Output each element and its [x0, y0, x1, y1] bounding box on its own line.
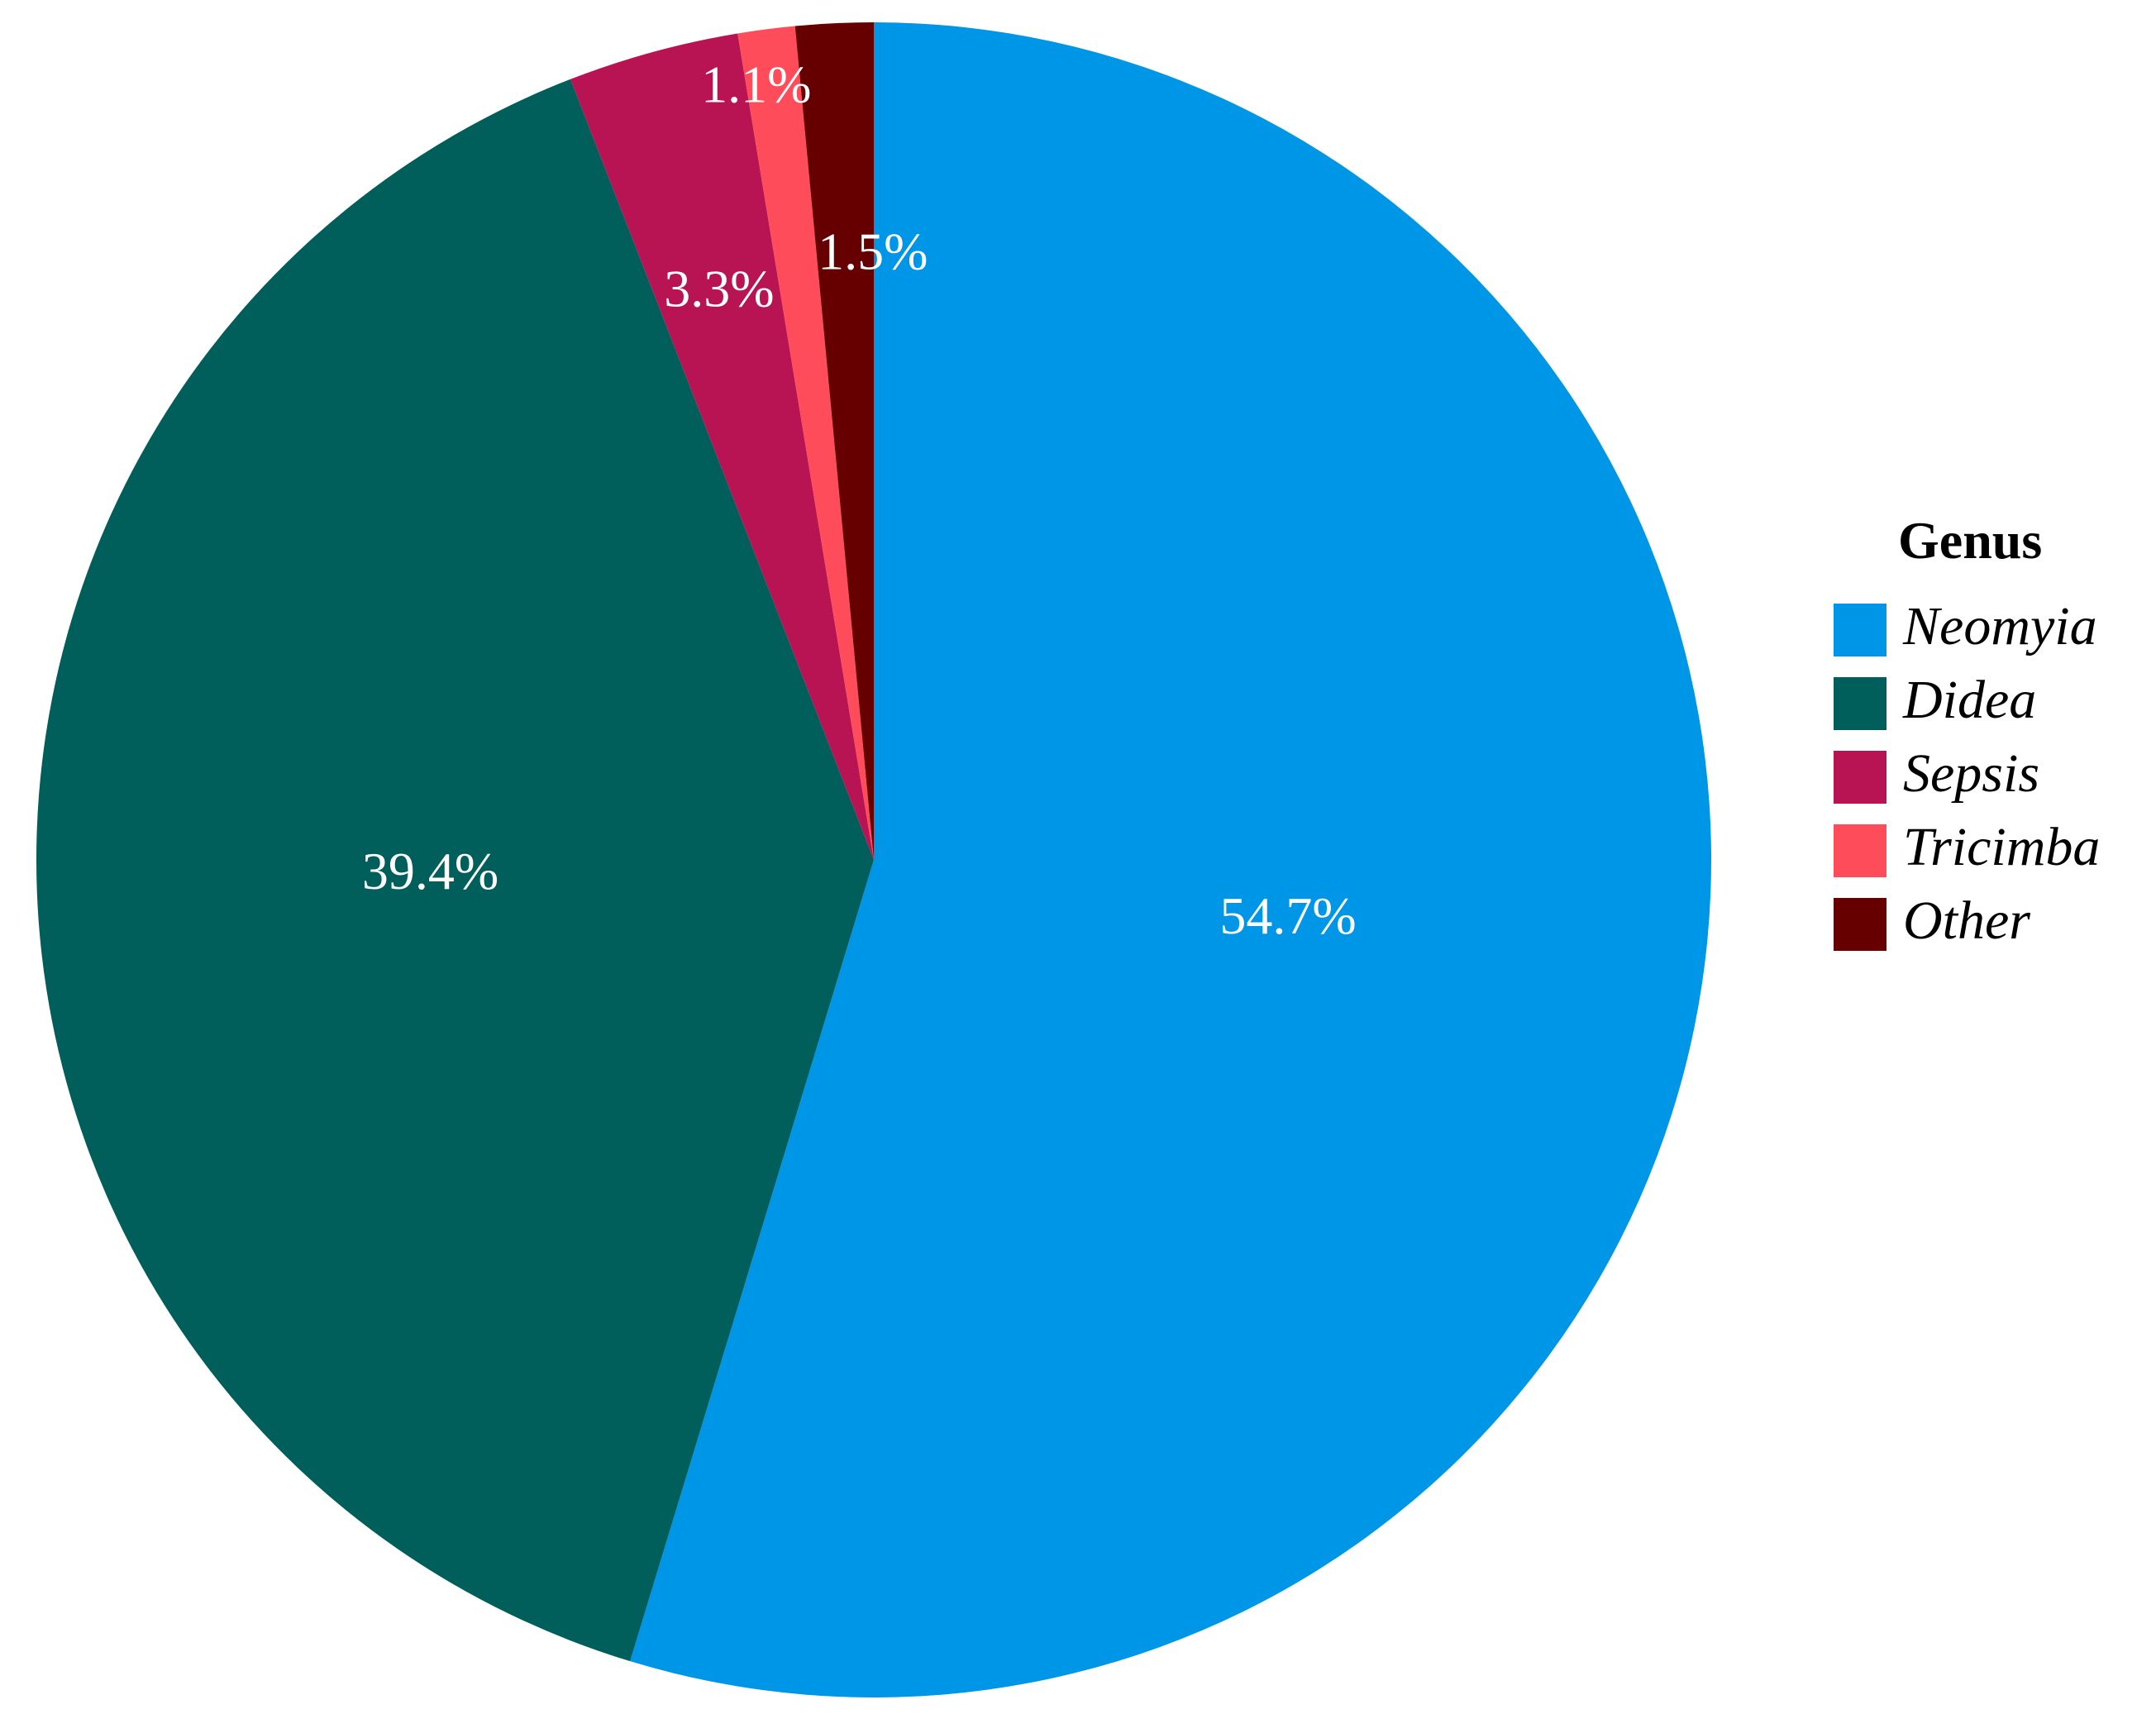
legend-swatch-neomyia	[1834, 604, 1886, 656]
legend-swatch-other	[1834, 898, 1886, 951]
legend-label-tricimba: Tricimba	[1903, 817, 2100, 877]
legend-swatch-sepsis	[1834, 751, 1886, 804]
legend: Genus Neomyia Didea Sepsis Tricimba Other	[1834, 511, 2100, 951]
pie-slices	[36, 22, 1711, 1697]
pie-slice-labels: 54.7% 39.4% 3.3% 1.1% 1.5%	[362, 55, 1357, 945]
legend-label-neomyia: Neomyia	[1902, 596, 2097, 656]
pie-slice-tricimba	[737, 26, 874, 861]
slice-label-tricimba: 1.1%	[701, 55, 811, 113]
pie-slice-sepsis	[570, 33, 874, 861]
slice-label-neomyia: 54.7%	[1219, 886, 1356, 945]
slice-label-didea: 39.4%	[362, 842, 498, 900]
pie-slice-other	[794, 22, 874, 860]
legend-swatch-didea	[1834, 677, 1886, 730]
pie-slice-neomyia	[630, 22, 1711, 1697]
legend-label-other: Other	[1903, 890, 2030, 951]
legend-title: Genus	[1898, 511, 2042, 570]
legend-label-didea: Didea	[1902, 670, 2036, 730]
slice-label-other: 1.5%	[818, 222, 928, 280]
legend-label-sepsis: Sepsis	[1903, 743, 2039, 804]
slice-label-sepsis: 3.3%	[664, 260, 774, 318]
legend-items: Neomyia Didea Sepsis Tricimba Other	[1834, 596, 2100, 951]
pie-slice-didea	[36, 79, 875, 1662]
legend-swatch-tricimba	[1834, 824, 1886, 877]
